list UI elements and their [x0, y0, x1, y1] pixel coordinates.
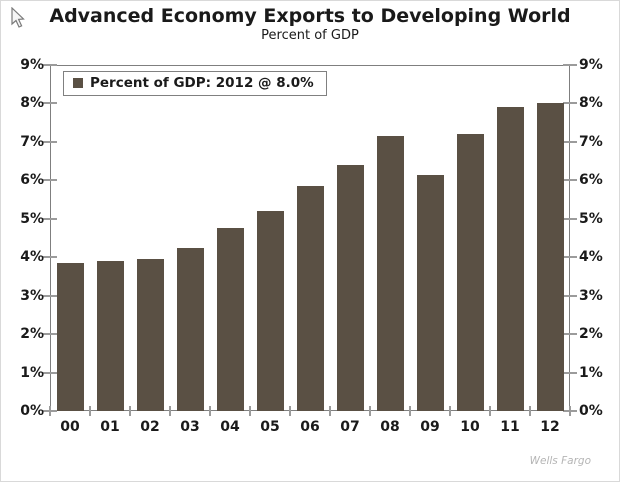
y-axis-label-right: 5% — [579, 210, 603, 227]
x-axis-tick — [169, 406, 171, 416]
y-axis-tick-left — [43, 333, 57, 336]
x-axis-tick — [489, 406, 491, 416]
y-axis-tick-left — [43, 140, 57, 143]
x-axis-tick — [89, 406, 91, 416]
bar-11 — [496, 107, 524, 411]
y-axis-tick-right — [563, 294, 577, 297]
x-axis-label: 09 — [420, 419, 440, 435]
x-axis-tick — [289, 406, 291, 416]
y-axis-label-left: 1% — [20, 364, 44, 381]
y-axis-label-right: 6% — [579, 172, 603, 189]
y-axis-label-left: 4% — [20, 249, 44, 266]
x-axis-label: 00 — [60, 419, 80, 435]
x-axis-label: 08 — [380, 419, 400, 435]
x-axis-label: 04 — [220, 419, 240, 435]
bar-07 — [336, 164, 364, 411]
y-axis-label-left: 2% — [20, 326, 44, 343]
x-axis-tick — [369, 406, 371, 416]
legend-box: Percent of GDP: 2012 @ 8.0% — [63, 71, 327, 96]
y-axis-tick-right — [563, 102, 577, 105]
x-axis-tick — [209, 406, 211, 416]
bar-02 — [136, 259, 164, 411]
y-axis-tick-left — [43, 179, 57, 182]
y-axis-label-left: 7% — [20, 133, 44, 150]
bar-05 — [256, 211, 284, 411]
y-axis-tick-right — [563, 371, 577, 374]
y-axis-tick-right — [563, 64, 577, 66]
bar-00 — [56, 262, 84, 411]
y-axis-tick-right — [563, 256, 577, 259]
x-axis-tick — [409, 406, 411, 416]
x-axis-label: 12 — [540, 419, 560, 435]
x-axis-tick — [329, 406, 331, 416]
x-axis-label: 11 — [500, 419, 520, 435]
x-axis-label: 05 — [260, 419, 280, 435]
watermark-wells-fargo: Wells Fargo — [529, 455, 591, 467]
x-axis-label: 10 — [460, 419, 480, 435]
y-axis-label-right: 0% — [579, 403, 603, 419]
y-axis-tick-right — [563, 333, 577, 336]
y-axis-label-right: 3% — [579, 287, 603, 304]
x-axis-tick — [49, 406, 51, 416]
y-axis-tick-right — [563, 217, 577, 220]
chart-title: Advanced Economy Exports to Developing W… — [49, 5, 571, 27]
y-axis-label-right: 1% — [579, 364, 603, 381]
y-axis-label-left: 5% — [20, 210, 44, 227]
x-axis-tick — [129, 406, 131, 416]
y-axis-tick-left — [43, 64, 57, 66]
bar-12 — [536, 103, 564, 411]
legend-label: Percent of GDP: 2012 @ 8.0% — [90, 75, 314, 91]
y-axis-tick-left — [43, 294, 57, 297]
y-axis-label-left: 6% — [20, 172, 44, 189]
x-axis-label: 01 — [100, 419, 120, 435]
y-axis-label-right: 9% — [579, 57, 603, 73]
x-axis-label: 02 — [140, 419, 160, 435]
y-axis-label-left: 8% — [20, 95, 44, 112]
bar-03 — [176, 247, 204, 411]
y-axis-tick-left — [43, 256, 57, 259]
y-axis-tick-left — [43, 102, 57, 105]
y-axis-tick-left — [43, 371, 57, 374]
y-axis-tick-left — [43, 217, 57, 220]
x-axis-tick — [449, 406, 451, 416]
bar-01 — [96, 261, 124, 411]
x-axis-label: 03 — [180, 419, 200, 435]
bar-08 — [376, 136, 404, 411]
mouse-cursor-icon — [11, 7, 25, 28]
y-axis-label-left: 3% — [20, 287, 44, 304]
legend-series-marker-icon — [73, 78, 83, 88]
y-axis-label-left: 0% — [20, 403, 44, 419]
bar-06 — [296, 186, 324, 411]
x-axis-label: 07 — [340, 419, 360, 435]
x-axis-tick — [569, 406, 571, 416]
bar-09 — [416, 174, 444, 411]
bar-10 — [456, 134, 484, 411]
y-axis-label-right: 2% — [579, 326, 603, 343]
y-axis-tick-right — [563, 179, 577, 182]
chart-subtitle: Percent of GDP — [261, 28, 359, 43]
y-axis-label-right: 4% — [579, 249, 603, 266]
x-axis-tick — [249, 406, 251, 416]
y-axis-label-left: 9% — [20, 57, 44, 73]
x-axis-label: 06 — [300, 419, 320, 435]
x-axis-tick — [529, 406, 531, 416]
y-axis-label-right: 8% — [579, 95, 603, 112]
y-axis-label-right: 7% — [579, 133, 603, 150]
bar-04 — [216, 228, 244, 411]
y-axis-tick-right — [563, 140, 577, 143]
